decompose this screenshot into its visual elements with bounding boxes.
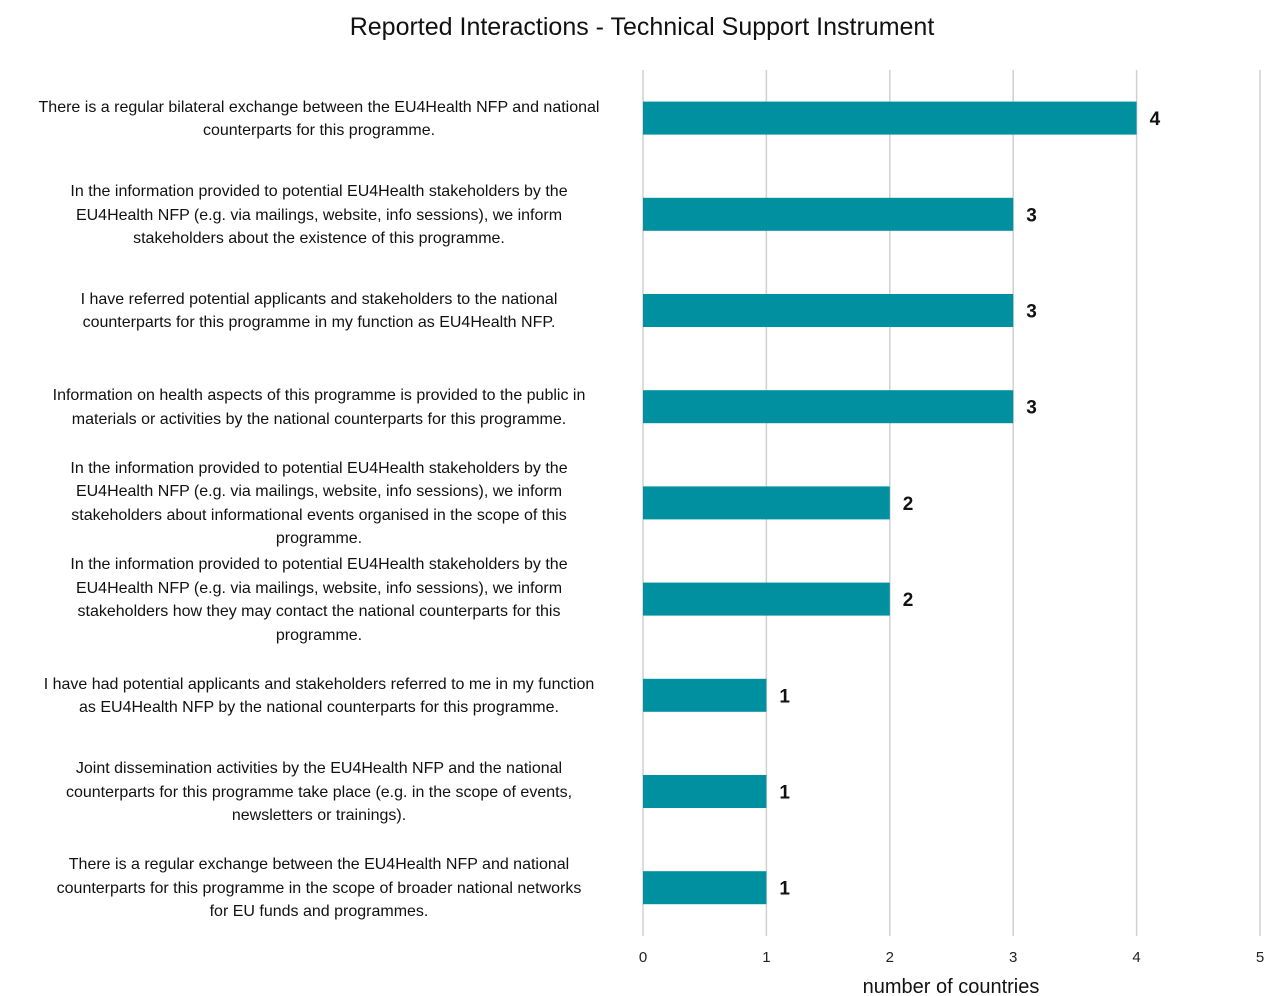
bar: [643, 871, 767, 905]
x-tick-label: 2: [886, 949, 894, 966]
x-tick-label: 5: [1256, 949, 1264, 966]
category-label: Joint dissemination activities by the EU…: [65, 760, 573, 825]
data-label: 1: [779, 783, 790, 804]
x-tick-label: 1: [762, 949, 770, 966]
category-label: There is a regular bilateral exchange be…: [38, 98, 600, 140]
bar: [643, 101, 1137, 135]
data-label: 4: [1150, 109, 1161, 130]
chart-title: Reported Interactions - Technical Suppor…: [350, 13, 935, 41]
bar: [643, 294, 1014, 327]
bar: [643, 775, 767, 808]
x-axis-label: number of countries: [863, 976, 1040, 996]
category-label: I have referred potential applicants and…: [80, 290, 558, 332]
data-label: 1: [779, 686, 790, 707]
data-label: 2: [903, 590, 914, 611]
category-label: There is a regular exchange between the …: [56, 856, 582, 921]
bar: [643, 582, 890, 616]
x-axis-ticks: 0 1 2 3 4 5: [639, 949, 1264, 966]
bar: [643, 678, 767, 712]
category-label: In the information provided to potential…: [70, 459, 568, 548]
data-label: 3: [1026, 205, 1037, 226]
data-label: 3: [1026, 398, 1037, 419]
x-tick-label: 0: [639, 949, 647, 966]
bars: [643, 101, 1137, 905]
data-labels: 4 3 3 3 2 2 1 1 1: [779, 109, 1160, 900]
bar: [643, 197, 1014, 231]
x-tick-label: 3: [1009, 949, 1017, 966]
category-label: Information on health aspects of this pr…: [52, 387, 586, 428]
data-label: 1: [779, 879, 790, 900]
data-label: 2: [903, 494, 914, 515]
bar: [643, 390, 1014, 424]
x-tick-label: 4: [1132, 949, 1140, 966]
data-label: 3: [1026, 302, 1037, 323]
category-label: In the information provided to potential…: [70, 183, 568, 248]
category-label: In the information provided to potential…: [70, 556, 568, 644]
category-label: I have had potential applicants and stak…: [43, 675, 595, 717]
bar: [643, 486, 890, 520]
